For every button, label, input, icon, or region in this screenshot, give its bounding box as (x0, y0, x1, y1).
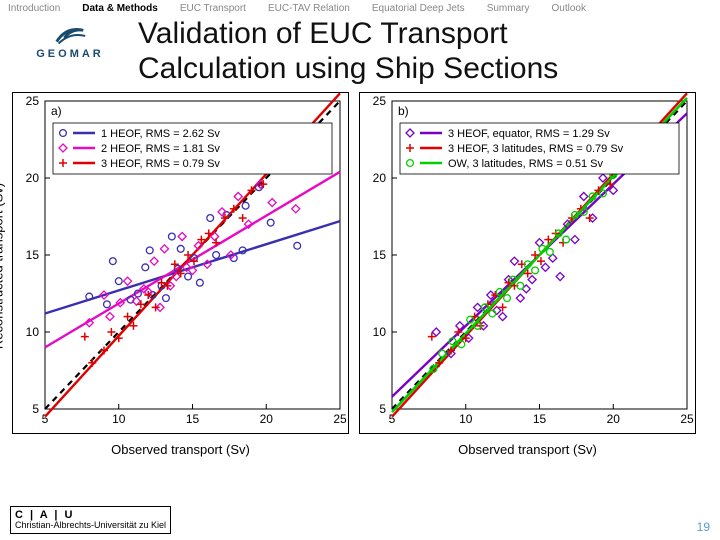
svg-text:1 HEOF, RMS = 2.62 Sv: 1 HEOF, RMS = 2.62 Sv (101, 128, 220, 140)
svg-text:10: 10 (26, 325, 40, 339)
svg-text:5: 5 (32, 402, 39, 416)
svg-text:20: 20 (260, 412, 274, 426)
nav-item[interactable]: Summary (487, 3, 530, 14)
panel-a-wrap: Reconstructed transport (Sv) 51015202551… (12, 92, 349, 439)
svg-text:3 HEOF, 3 latitudes, RMS = 0.7: 3 HEOF, 3 latitudes, RMS = 0.79 Sv (448, 143, 624, 155)
svg-text:25: 25 (680, 412, 694, 426)
svg-text:5: 5 (379, 402, 386, 416)
cau-logo: C | A | U Christian-Albrechts-Universitä… (10, 506, 171, 534)
geomar-logo: GEOMAR (10, 17, 130, 67)
svg-text:20: 20 (373, 171, 387, 185)
svg-text:25: 25 (373, 94, 387, 108)
svg-text:15: 15 (533, 412, 547, 426)
nav-item[interactable]: EUC-TAV Relation (268, 3, 350, 14)
svg-text:20: 20 (607, 412, 621, 426)
panel-a: 510152025510152025a)1 HEOF, RMS = 2.62 S… (12, 92, 349, 434)
nav-tabs: Introduction Data & Methods EUC Transport E… (0, 0, 720, 17)
ylabel-a: Reconstructed transport (Sv) (0, 182, 6, 348)
nav-item[interactable]: Data & Methods (82, 3, 158, 14)
swirl-icon (51, 24, 89, 46)
xlabel-a: Observed transport (Sv) (111, 442, 250, 457)
svg-text:10: 10 (373, 325, 387, 339)
svg-text:10: 10 (112, 412, 126, 426)
page-number: 19 (697, 520, 710, 534)
xlabel-b: Observed transport (Sv) (458, 442, 597, 457)
nav-item[interactable]: Equatorial Deep Jets (372, 3, 465, 14)
svg-text:15: 15 (373, 248, 387, 262)
panel-b: 510152025510152025b)3 HEOF, equator, RMS… (359, 92, 696, 434)
svg-text:25: 25 (26, 94, 40, 108)
nav-item[interactable]: Introduction (8, 3, 60, 14)
svg-text:20: 20 (26, 171, 40, 185)
title-line1: Validation of EUC Transport (138, 17, 508, 50)
svg-text:a): a) (51, 104, 62, 118)
svg-text:3 HEOF, RMS = 0.79 Sv: 3 HEOF, RMS = 0.79 Sv (101, 158, 220, 170)
nav-item[interactable]: Outlook (551, 3, 585, 14)
svg-text:10: 10 (459, 412, 473, 426)
logo-text: GEOMAR (36, 48, 104, 60)
slide-title: Validation of EUC Transport Calculation … (138, 17, 558, 86)
svg-text:2 HEOF, RMS = 1.81 Sv: 2 HEOF, RMS = 1.81 Sv (101, 143, 220, 155)
panel-b-wrap: 510152025510152025b)3 HEOF, equator, RMS… (359, 92, 696, 439)
svg-text:15: 15 (26, 248, 40, 262)
svg-text:OW, 3 latitudes, RMS = 0.51 Sv: OW, 3 latitudes, RMS = 0.51 Sv (448, 158, 603, 170)
cau-bottom: Christian-Albrechts-Universität zu Kiel (15, 520, 166, 530)
svg-text:25: 25 (333, 412, 347, 426)
nav-item[interactable]: EUC Transport (180, 3, 246, 14)
svg-text:b): b) (398, 104, 409, 118)
svg-text:3 HEOF, equator, RMS = 1.29 Sv: 3 HEOF, equator, RMS = 1.29 Sv (448, 128, 610, 140)
svg-text:15: 15 (186, 412, 200, 426)
title-line2: Calculation using Ship Sections (138, 52, 558, 85)
